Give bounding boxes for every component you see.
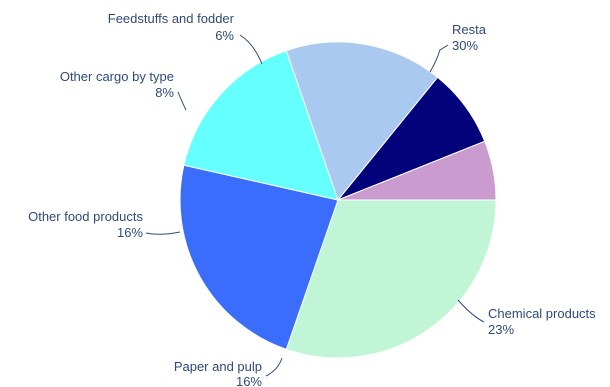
slice-percent-paper-and-pulp: 16% bbox=[236, 374, 262, 387]
slice-label-paper-and-pulp: Paper and pulp bbox=[174, 359, 262, 374]
pie-slice-paper-and-pulp bbox=[183, 50, 339, 201]
slice-label-feedstuffs-and-fodder: Feedstuffs and fodder bbox=[108, 11, 235, 26]
leader-line-feedstuffs-and-fodder bbox=[239, 34, 263, 65]
leader-line-other-food-products bbox=[145, 231, 181, 235]
slice-label-other-food-products: Other food products bbox=[28, 209, 143, 224]
slice-label-resta: Resta bbox=[452, 22, 487, 37]
slice-label-chemical-products: Chemical products bbox=[488, 306, 596, 321]
slice-percent-feedstuffs-and-fodder: 6% bbox=[215, 28, 234, 43]
slice-percent-chemical-products: 23% bbox=[488, 322, 514, 337]
pie-slice-resta bbox=[285, 199, 497, 359]
pie-slice-other-food-products bbox=[285, 41, 439, 202]
slice-label-other-cargo-by-type: Other cargo by type bbox=[60, 69, 174, 84]
leader-line-paper-and-pulp bbox=[265, 357, 283, 377]
slice-percent-other-food-products: 16% bbox=[117, 225, 143, 240]
leader-line-other-cargo-by-type bbox=[177, 91, 187, 111]
pie-slice-feedstuffs-and-fodder bbox=[337, 140, 497, 201]
pie-slice-chemical-products bbox=[179, 164, 339, 350]
leader-line-chemical-products bbox=[457, 299, 485, 323]
leader-line-resta bbox=[429, 44, 449, 73]
slice-percent-other-cargo-by-type: 8% bbox=[155, 85, 174, 100]
slice-percent-resta: 30% bbox=[452, 38, 478, 53]
